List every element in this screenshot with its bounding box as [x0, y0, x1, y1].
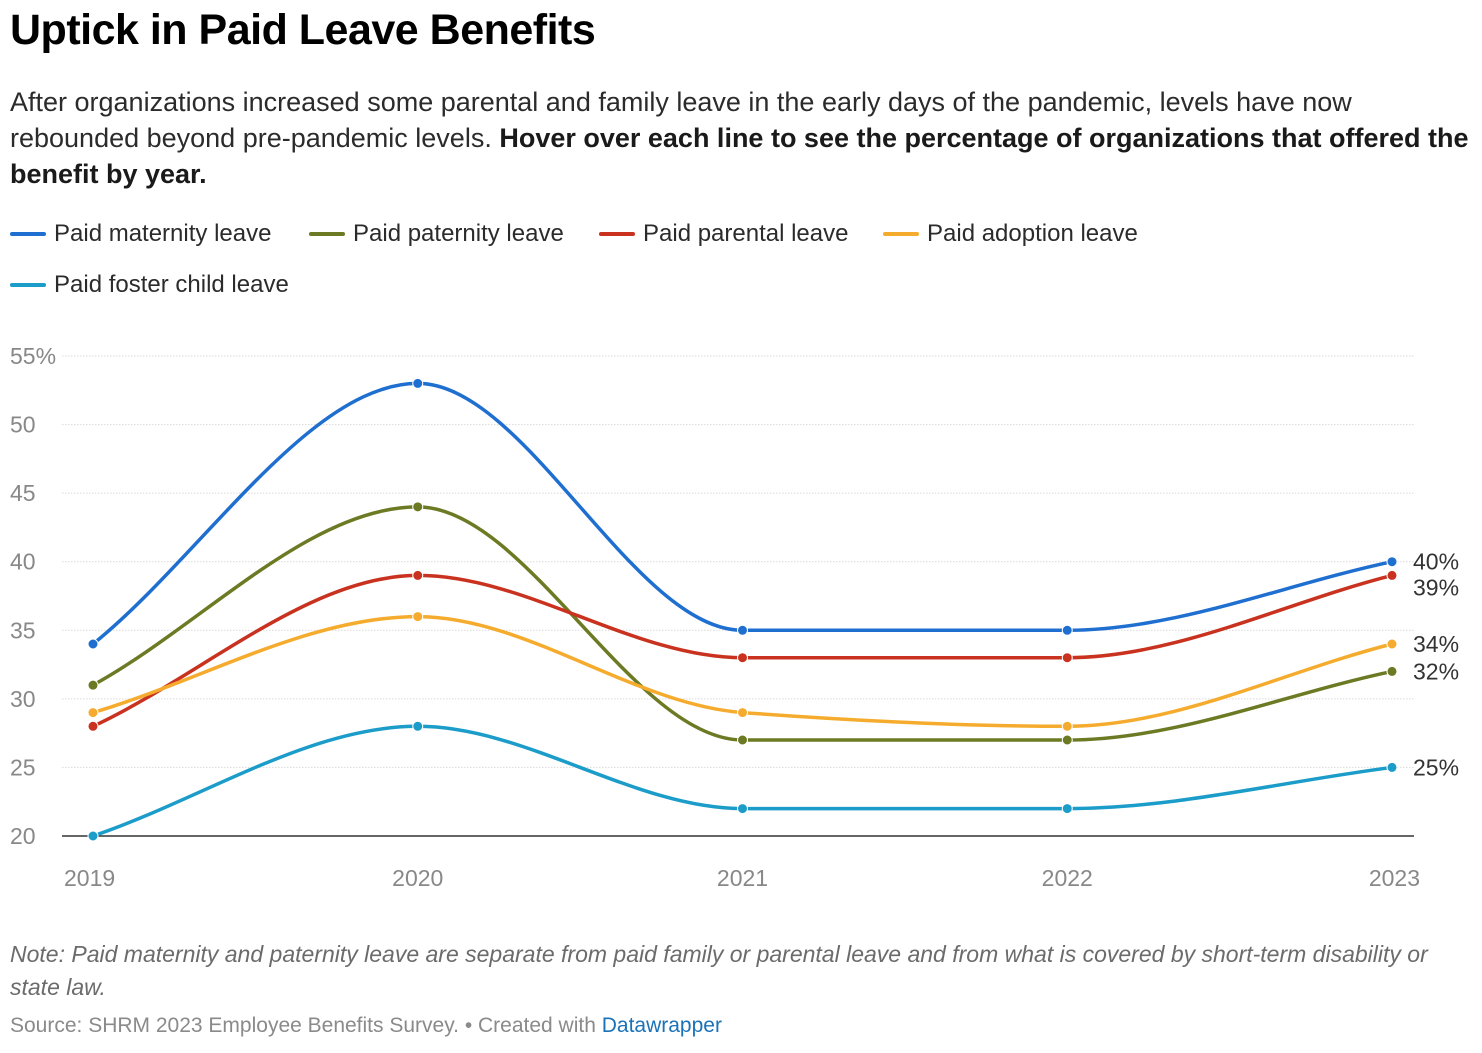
x-tick-label: 2019	[64, 865, 115, 891]
x-axis: 2019 2020 2021 2022 2023	[64, 865, 1420, 891]
data-point[interactable]	[1061, 652, 1073, 664]
x-tick-label: 2021	[717, 865, 768, 891]
data-point[interactable]	[737, 652, 748, 664]
y-tick-label: 30	[10, 686, 36, 712]
legend-item-adoption[interactable]: Paid adoption leave	[883, 220, 1138, 248]
end-value-label: 40%	[1413, 549, 1459, 575]
legend-label: Paid maternity leave	[54, 220, 272, 247]
legend-item-parental[interactable]: Paid parental leave	[599, 220, 848, 248]
legend-item-foster[interactable]: Paid foster child leave	[10, 271, 289, 299]
legend-swatch	[10, 283, 46, 287]
data-point[interactable]	[412, 501, 424, 513]
end-value-label: 34%	[1413, 631, 1459, 657]
end-value-label: 25%	[1413, 754, 1459, 780]
end-labels: 40%39% 34%32% 25%	[1413, 549, 1459, 781]
series-line-paid-maternity-leave[interactable]	[91, 381, 1394, 646]
series-points	[87, 377, 1398, 842]
data-point[interactable]	[737, 803, 748, 815]
legend-label: Paid adoption leave	[927, 220, 1138, 247]
source-text: Source: SHRM 2023 Employee Benefits Surv…	[10, 1014, 602, 1037]
data-point[interactable]	[412, 569, 424, 581]
chart-subtitle: After organizations increased some paren…	[10, 84, 1475, 192]
legend-swatch	[10, 232, 46, 236]
x-tick-label: 2022	[1042, 865, 1093, 891]
data-point[interactable]	[87, 638, 99, 650]
y-tick-label: 40	[10, 549, 36, 575]
line-chart: 20 25 30 35 40 45 50 55% 2019 2020 2021 2022 2023 4…	[10, 343, 1459, 891]
data-point[interactable]	[1061, 720, 1073, 732]
data-point[interactable]	[1386, 569, 1398, 581]
source-line: Source: SHRM 2023 Employee Benefits Surv…	[10, 1014, 722, 1038]
data-point[interactable]	[1061, 624, 1073, 636]
data-point[interactable]	[412, 377, 424, 389]
data-point[interactable]	[412, 720, 424, 732]
legend-item-paternity[interactable]: Paid paternity leave	[309, 220, 564, 248]
series-line-paid-paternity-leave[interactable]	[91, 505, 1394, 742]
chart-note: Note: Paid maternity and paternity leave…	[10, 941, 1428, 1000]
series-lines	[91, 381, 1394, 838]
legend-label: Paid parental leave	[643, 220, 849, 247]
y-tick-label: 50	[10, 412, 36, 438]
data-point[interactable]	[1386, 556, 1398, 568]
data-point[interactable]	[87, 830, 99, 842]
y-tick-label: 45	[10, 480, 36, 506]
legend-item-maternity[interactable]: Paid maternity leave	[10, 220, 271, 248]
end-value-label: 32%	[1413, 658, 1459, 684]
y-tick-label: 20	[10, 823, 36, 849]
y-tick-label: 35	[10, 617, 36, 643]
legend-label: Paid foster child leave	[54, 271, 289, 298]
data-point[interactable]	[1061, 803, 1073, 815]
legend-swatch	[309, 232, 345, 236]
y-axis: 20 25 30 35 40 45 50 55%	[10, 343, 56, 849]
end-value-label: 39%	[1413, 575, 1459, 601]
data-point[interactable]	[412, 611, 424, 623]
y-tick-label: 55%	[10, 343, 56, 369]
data-point[interactable]	[87, 720, 99, 732]
data-point[interactable]	[1061, 734, 1073, 746]
legend-swatch	[599, 232, 635, 236]
data-point[interactable]	[87, 707, 99, 719]
data-point[interactable]	[737, 734, 748, 746]
data-point[interactable]	[1386, 665, 1398, 677]
datawrapper-link[interactable]: Datawrapper	[601, 1014, 722, 1037]
subtitle-text: After organizations increased some paren…	[10, 87, 1352, 153]
subtitle-bold-text: Hover over each line to see the percenta…	[10, 123, 1469, 189]
data-point[interactable]	[737, 624, 748, 636]
data-point[interactable]	[87, 679, 99, 691]
x-tick-label: 2020	[392, 865, 443, 891]
data-point[interactable]	[737, 707, 748, 719]
data-point[interactable]	[1386, 761, 1398, 773]
legend-swatch	[883, 232, 919, 236]
legend-label: Paid paternity leave	[353, 220, 564, 247]
chart-title: Uptick in Paid Leave Benefits	[10, 6, 596, 54]
x-tick-label: 2023	[1369, 865, 1420, 891]
gridlines	[62, 355, 1414, 837]
data-point[interactable]	[1386, 638, 1398, 650]
y-tick-label: 25	[10, 754, 36, 780]
